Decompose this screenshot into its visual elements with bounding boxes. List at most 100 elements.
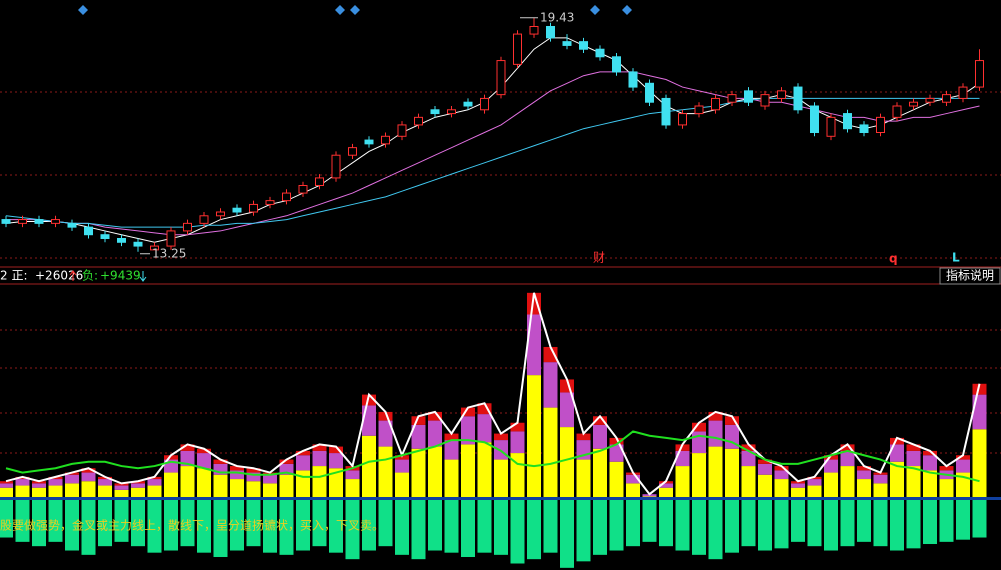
indicator-bar bbox=[378, 446, 393, 499]
indicator-bar bbox=[890, 437, 904, 445]
indicator-bar bbox=[98, 476, 112, 480]
candle-body bbox=[331, 154, 341, 179]
candle-body bbox=[34, 219, 44, 224]
indicator-bar bbox=[411, 424, 426, 449]
indicator-bar bbox=[312, 498, 327, 547]
indicator-bar bbox=[527, 375, 541, 499]
indicator-bar bbox=[230, 479, 244, 499]
indicator-bar bbox=[147, 485, 162, 499]
indicator-bar bbox=[230, 470, 244, 480]
indicator-bar bbox=[824, 455, 838, 460]
indicator-bar bbox=[461, 407, 475, 417]
indicator-bar bbox=[890, 498, 904, 551]
indicator-bar bbox=[114, 498, 129, 542]
indicator-bar bbox=[329, 453, 343, 469]
indicator-bar bbox=[741, 450, 756, 467]
indicator-bar bbox=[659, 487, 673, 499]
indicator-bar bbox=[65, 498, 79, 551]
indicator-bar bbox=[477, 403, 492, 415]
indicator-bar bbox=[279, 498, 294, 555]
indicator-bar bbox=[543, 407, 558, 499]
indicator-bar bbox=[906, 466, 921, 499]
candle-body bbox=[282, 192, 291, 202]
indicator-bar bbox=[593, 498, 607, 555]
indicator-bar bbox=[411, 416, 426, 425]
indicator-bar bbox=[725, 424, 739, 449]
candle-body bbox=[826, 116, 836, 137]
indicator-bar bbox=[180, 498, 195, 547]
indicator-bar bbox=[263, 498, 277, 553]
candle-body bbox=[595, 48, 605, 58]
candle-body bbox=[678, 113, 687, 126]
indicator-bar bbox=[593, 424, 607, 449]
candle-body bbox=[18, 219, 27, 224]
candle-body bbox=[925, 97, 935, 103]
indicator-bar bbox=[114, 483, 129, 486]
indicator-bar bbox=[345, 470, 360, 480]
indicator-bar bbox=[395, 472, 409, 499]
indicator-bar bbox=[741, 444, 756, 451]
indicator-bar bbox=[246, 472, 261, 482]
min-label: 13.25 bbox=[152, 246, 186, 260]
indicator-bar bbox=[890, 444, 904, 462]
indicator-bar bbox=[494, 498, 508, 555]
candle-body bbox=[744, 90, 753, 103]
indicator-bar bbox=[576, 459, 591, 499]
indicator-bar bbox=[741, 466, 756, 499]
indicator-bar bbox=[609, 437, 624, 445]
indicator-bar bbox=[428, 446, 442, 499]
indicator-bar bbox=[263, 474, 277, 484]
indicator-bar bbox=[543, 346, 558, 363]
indicator-bar bbox=[411, 498, 426, 560]
candle-body bbox=[529, 26, 539, 35]
indicator-bar bbox=[0, 487, 13, 499]
indicator-bar bbox=[791, 487, 805, 499]
indicator-bar bbox=[230, 466, 244, 471]
marker: q bbox=[889, 252, 898, 266]
indicator-bar bbox=[114, 485, 129, 490]
candle-body bbox=[909, 101, 918, 107]
candle-body bbox=[315, 177, 324, 187]
indicator-bar bbox=[362, 405, 376, 436]
indicator-bar bbox=[510, 498, 525, 564]
indicator-line bbox=[5, 430, 980, 483]
candle-body bbox=[216, 211, 225, 217]
indicator-bar bbox=[296, 498, 310, 551]
marker: 财 bbox=[593, 251, 605, 265]
candle-body bbox=[1, 219, 11, 224]
indicator-bar bbox=[131, 498, 145, 547]
candle-body bbox=[645, 82, 654, 103]
max-label: 19.43 bbox=[540, 10, 574, 24]
indicator-bar bbox=[0, 483, 13, 488]
indicator-bar bbox=[477, 498, 492, 553]
candle-body bbox=[117, 238, 126, 243]
candle-body bbox=[975, 60, 984, 88]
positive-value: +26026 bbox=[35, 269, 83, 283]
indicator-bar bbox=[312, 444, 327, 451]
candle-body bbox=[793, 86, 803, 111]
indicator-bar bbox=[692, 431, 706, 454]
indicator-bar bbox=[147, 479, 162, 486]
indicator-bar bbox=[873, 474, 888, 484]
indicator-bar bbox=[725, 448, 739, 499]
indicator-bar bbox=[296, 455, 310, 471]
candle-body bbox=[628, 71, 638, 88]
indicator-bar bbox=[477, 442, 492, 499]
indicator-bar bbox=[890, 461, 904, 499]
diamond bbox=[78, 5, 88, 15]
candle-body bbox=[447, 109, 456, 115]
ma-line bbox=[6, 71, 980, 236]
indicator-bar bbox=[758, 459, 772, 464]
candle-body bbox=[265, 200, 275, 205]
button-frame[interactable] bbox=[939, 267, 1001, 285]
candle-body bbox=[892, 105, 902, 118]
indicator-bar bbox=[395, 459, 409, 473]
indicator-bar bbox=[0, 481, 13, 484]
indicator-bar bbox=[857, 470, 871, 480]
button-label[interactable]: 指标说明 bbox=[946, 268, 994, 283]
candle-body bbox=[348, 147, 357, 156]
indicator-button[interactable]: 指标说明 bbox=[939, 267, 1001, 285]
indicator-bar bbox=[972, 429, 987, 499]
